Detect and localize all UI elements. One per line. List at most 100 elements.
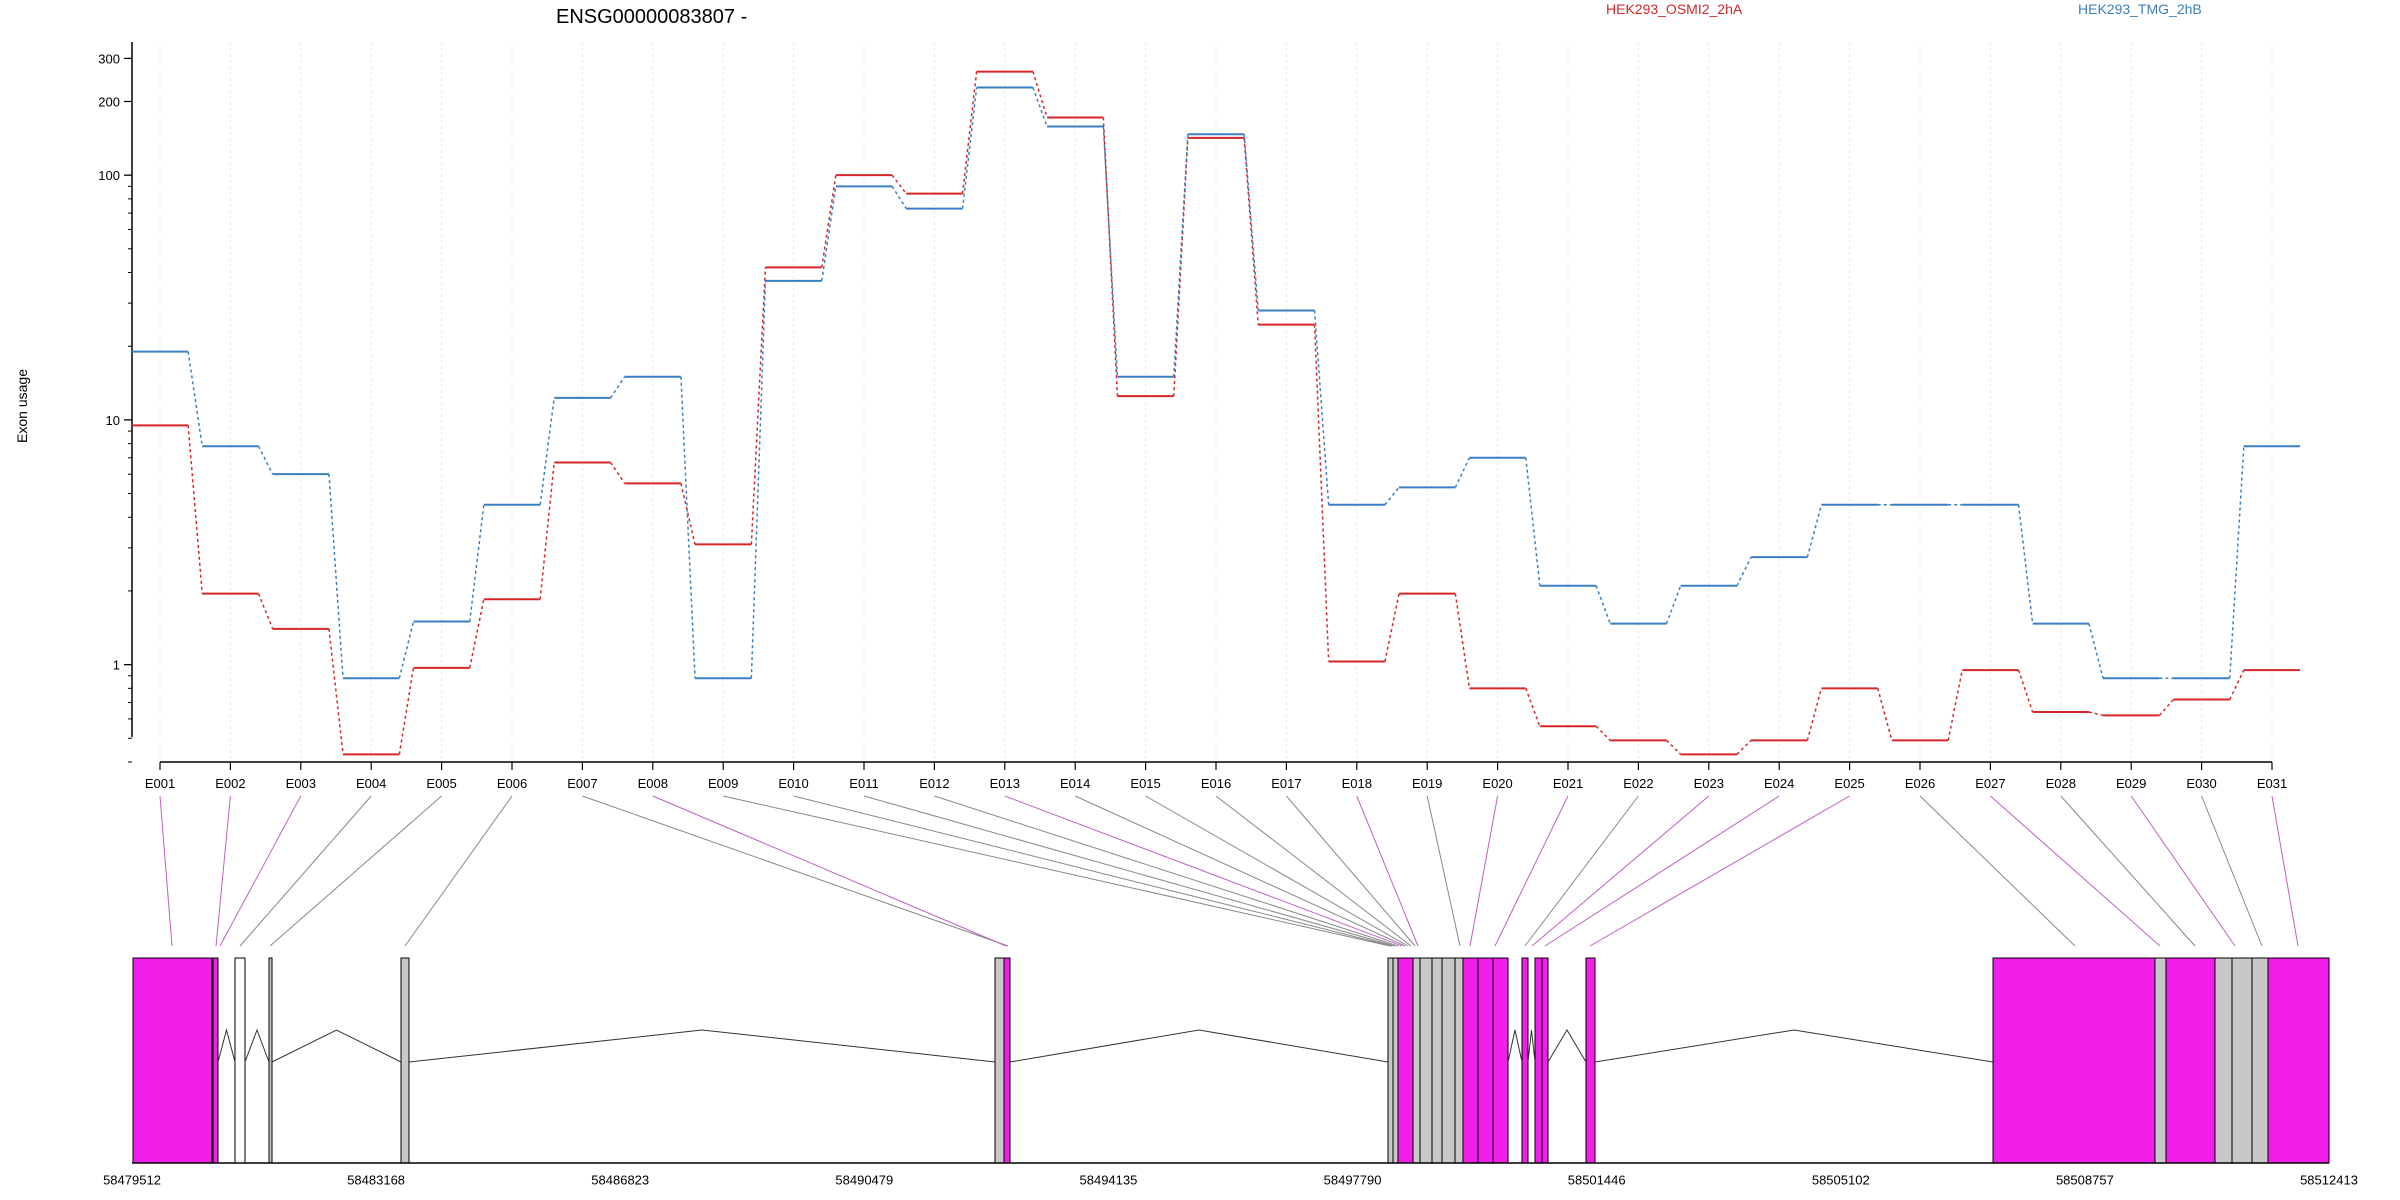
exon-block: [2231, 957, 2253, 1164]
series-connector: [469, 504, 485, 622]
x-tick-label: E030: [2186, 776, 2216, 791]
series-connector: [1666, 739, 1682, 755]
grid-lines: [159, 42, 2273, 762]
exon-block: [1387, 957, 1394, 1164]
exon-connector: [269, 795, 442, 947]
coordinate-tick-label: 58483168: [347, 1173, 405, 1188]
exon-connector: [2130, 795, 2236, 947]
x-tick-label: E019: [1412, 776, 1442, 791]
exon-connector: [2201, 795, 2263, 947]
exon-connector: [863, 795, 1396, 947]
axes: 1 10 100 200 300 E001 E002 E003 E004 E005 E006 E007…: [98, 42, 2287, 791]
series-connector: [1525, 688, 1541, 727]
series-connector: [891, 174, 907, 195]
x-tick-label: E015: [1130, 776, 1160, 791]
exon-connector: [1990, 795, 2161, 947]
exon-connector: [1004, 795, 1403, 947]
series-connector: [257, 445, 274, 475]
exon-connector: [219, 795, 302, 947]
series-connector: [1313, 310, 1330, 505]
intron-line: [1547, 1029, 1587, 1063]
series-connector: [1454, 457, 1471, 488]
exon-connector: [1215, 795, 1412, 947]
exon-connector: [1356, 795, 1419, 947]
exon-connector: [1589, 795, 1850, 947]
series-connector: [1947, 669, 1963, 741]
y-tick-label: 300: [98, 51, 120, 66]
series-1: [131, 86, 2301, 680]
chart-title: ENSG00000083807 -: [556, 6, 747, 28]
x-tick-label: E003: [286, 776, 316, 791]
exon-connector: [723, 795, 1391, 947]
exon-connector: [215, 795, 231, 947]
y-tick-label: 200: [98, 94, 120, 109]
intron-line: [1507, 1029, 1523, 1063]
series-connector: [2017, 504, 2034, 624]
exon-connector: [1145, 795, 1409, 947]
exon-block: [1585, 957, 1596, 1164]
exon-block: [1441, 957, 1456, 1164]
exon-block: [2267, 957, 2330, 1164]
series-connector: [821, 186, 837, 281]
exon-block: [1392, 957, 1399, 1164]
x-tick-label: E025: [1834, 776, 1864, 791]
exon-connector: [582, 795, 1009, 947]
x-tick-label: E007: [567, 776, 597, 791]
x-tick-label: E005: [426, 776, 456, 791]
series-connector: [2229, 446, 2245, 679]
coordinate-tick-label: 58497790: [1324, 1173, 1382, 1188]
x-tick-label: E018: [1342, 776, 1372, 791]
x-tick-label: E031: [2257, 776, 2287, 791]
y-tick-label: 10: [106, 413, 120, 428]
series-connector: [1806, 688, 1823, 741]
series-lines: [131, 70, 2301, 756]
genomic-coordinate-axis: 58479512 58483168 58486823 58490479 58494135…: [103, 1162, 2358, 1188]
series-connector: [1806, 504, 1823, 558]
series-connector: [1595, 725, 1611, 741]
x-tick-label: E029: [2116, 776, 2146, 791]
series-connector: [1173, 134, 1189, 377]
exon-block: [1412, 957, 1421, 1164]
series-connector: [2088, 711, 2104, 717]
series-connector: [398, 667, 415, 755]
exon-block: [1454, 957, 1464, 1164]
exon-block: [212, 957, 219, 1164]
intron-line: [244, 1028, 270, 1063]
exon-block: [1003, 957, 1011, 1164]
exon-block: [2214, 957, 2233, 1164]
exon-block: [1492, 957, 1509, 1164]
exon-connector: [1469, 795, 1499, 947]
x-tick-label: E028: [2046, 776, 2076, 791]
exon-connector: [404, 795, 513, 947]
x-tick-label: E011: [849, 776, 878, 791]
exon-connector: [1286, 795, 1416, 947]
exon-block: [2154, 957, 2167, 1164]
series-connector: [750, 280, 767, 679]
exon-block: [268, 957, 273, 1164]
exon-block: [2165, 957, 2216, 1164]
exon-connector: [793, 795, 1393, 947]
x-tick-label: E023: [1694, 776, 1724, 791]
x-tick-label: E012: [919, 776, 949, 791]
series-connector: [1595, 585, 1611, 624]
coordinate-tick-label: 58490479: [835, 1173, 893, 1188]
intron-line: [1527, 1029, 1536, 1063]
series-connector: [2088, 623, 2104, 679]
x-tick-label: E020: [1482, 776, 1512, 791]
series-connector: [1032, 87, 1048, 127]
series-connector: [1454, 593, 1471, 689]
series-connector: [821, 175, 837, 268]
coordinate-tick-label: 58505102: [1812, 1173, 1870, 1188]
series-connector: [1525, 457, 1541, 586]
y-tick-label: 1: [113, 658, 120, 673]
x-tick-label: E022: [1623, 776, 1653, 791]
x-tick-label: E004: [356, 776, 386, 791]
exon-block: [2251, 957, 2269, 1164]
exon-block: [400, 957, 410, 1164]
exon-block: [1521, 957, 1529, 1164]
x-tick-label: E002: [215, 776, 245, 791]
exon-connector: [1544, 795, 1780, 947]
exon-connector: [2060, 795, 2196, 947]
y-tick-label: 100: [98, 168, 120, 183]
